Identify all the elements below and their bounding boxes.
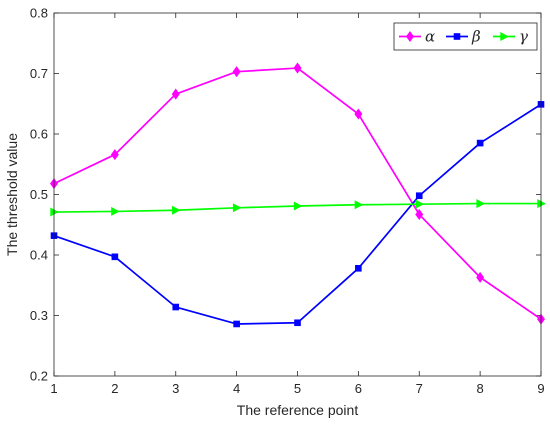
data-point [415,199,425,209]
series-line [53,67,542,320]
y-axis-ticks: 0.2 0.3 0.4 0.5 0.6 0.7 0.8 [30,6,541,384]
data-point [232,203,242,213]
series-layer [50,62,546,328]
data-point [294,319,301,327]
x-tick-label: 1 [50,381,57,396]
data-point [415,192,423,200]
data-point [354,108,363,120]
legend-item: γ [493,28,528,46]
x-axis-ticks: 1 2 3 4 5 6 7 8 9 [50,13,545,396]
y-axis-label: The threshold value [4,133,20,256]
x-tick-label: 4 [233,381,240,396]
x-tick-label: 3 [172,381,179,396]
y-tick-label: 0.6 [30,127,48,142]
y-tick-label: 0.3 [30,308,48,323]
x-tick-label: 8 [477,381,484,396]
data-point [355,265,362,272]
legend-marker [500,32,509,41]
data-point [293,201,303,211]
series-2 [50,101,545,328]
data-point [476,199,485,209]
data-point [111,253,119,261]
legend-marker [453,33,461,40]
series-3 [50,199,546,217]
y-tick-label: 0.4 [30,248,48,263]
x-tick-label: 5 [294,381,301,396]
x-tick-label: 2 [111,381,118,396]
data-point [232,66,241,78]
data-point [354,200,364,210]
y-tick-label: 0.8 [30,6,48,21]
legend-label: β [471,28,481,46]
series-1 [50,62,545,325]
data-point [476,271,485,283]
data-point [537,199,546,209]
data-point [476,139,484,147]
x-tick-label: 9 [537,381,544,396]
legend: α β γ [393,22,538,51]
plot-frame [53,12,542,377]
x-axis-label: The reference point [237,402,359,418]
legend-label: α [425,28,435,46]
x-tick-label: 6 [355,381,362,396]
data-point [233,320,240,328]
y-tick-label: 0.2 [30,369,48,384]
y-tick-label: 0.5 [30,187,48,202]
data-point [415,208,424,220]
data-point [293,62,302,74]
legend-label: γ [519,28,528,46]
data-point [110,149,119,161]
data-point [172,205,181,215]
legend-item: α [399,28,435,46]
legend-marker [406,30,414,43]
y-tick-label: 0.7 [30,66,48,81]
x-tick-label: 7 [416,381,423,396]
data-point [171,88,180,100]
data-point [111,206,120,216]
series-line [53,103,542,325]
legend-item: β [446,28,481,46]
data-point [172,303,180,311]
